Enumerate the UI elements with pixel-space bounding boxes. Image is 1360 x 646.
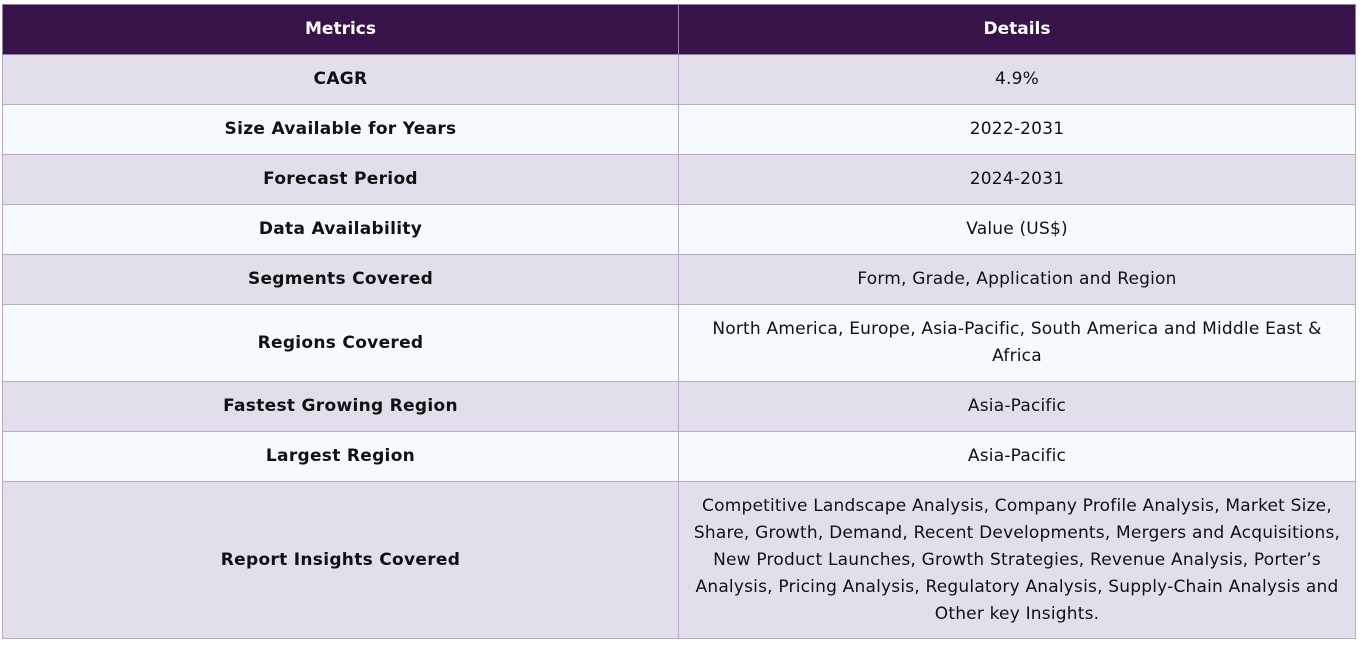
table-header-row: Metrics Details <box>2 4 1356 55</box>
metric-cell: CAGR <box>2 54 679 105</box>
metric-cell: Largest Region <box>2 431 679 482</box>
detail-cell: 2022-2031 <box>678 104 1356 155</box>
detail-cell: Competitive Landscape Analysis, Company … <box>678 481 1356 639</box>
metric-cell: Regions Covered <box>2 304 679 382</box>
table-row: Forecast Period 2024-2031 <box>2 154 1356 205</box>
metric-cell: Data Availability <box>2 204 679 255</box>
detail-cell: 4.9% <box>678 54 1356 105</box>
table-row: Largest Region Asia-Pacific <box>2 431 1356 482</box>
detail-cell: North America, Europe, Asia-Pacific, Sou… <box>678 304 1356 382</box>
metric-cell: Segments Covered <box>2 254 679 305</box>
column-header-details: Details <box>678 4 1356 55</box>
detail-cell: Form, Grade, Application and Region <box>678 254 1356 305</box>
metric-cell: Size Available for Years <box>2 104 679 155</box>
metric-cell: Fastest Growing Region <box>2 381 679 432</box>
table-row: Data Availability Value (US$) <box>2 204 1356 255</box>
table-row: Fastest Growing Region Asia-Pacific <box>2 381 1356 432</box>
detail-cell: Asia-Pacific <box>678 381 1356 432</box>
table-row: CAGR 4.9% <box>2 54 1356 105</box>
table-row: Report Insights Covered Competitive Land… <box>2 481 1356 639</box>
report-metrics-table: Metrics Details CAGR 4.9% Size Available… <box>2 4 1356 639</box>
report-metrics-table-container: Metrics Details CAGR 4.9% Size Available… <box>2 4 1356 639</box>
metric-cell: Forecast Period <box>2 154 679 205</box>
table-row: Regions Covered North America, Europe, A… <box>2 304 1356 382</box>
detail-cell: Value (US$) <box>678 204 1356 255</box>
table-row: Segments Covered Form, Grade, Applicatio… <box>2 254 1356 305</box>
table-row: Size Available for Years 2022-2031 <box>2 104 1356 155</box>
column-header-metrics: Metrics <box>2 4 679 55</box>
detail-cell: 2024-2031 <box>678 154 1356 205</box>
metric-cell: Report Insights Covered <box>2 481 679 639</box>
detail-cell: Asia-Pacific <box>678 431 1356 482</box>
